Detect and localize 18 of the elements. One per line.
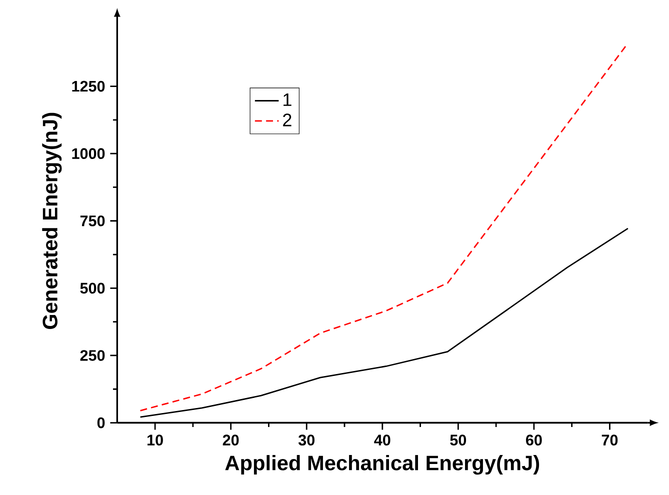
y-tick-label: 0 <box>97 417 105 428</box>
x-tick-label: 70 <box>602 434 618 446</box>
line-series <box>140 228 629 418</box>
legend-label: 1 <box>284 94 292 106</box>
y-tick-label: 1000 <box>72 148 105 160</box>
x-tick-label: 50 <box>450 434 466 446</box>
x-tick-label: 20 <box>222 434 239 446</box>
y-tick-label: 500 <box>80 282 105 294</box>
x-tick-label: 10 <box>148 434 163 446</box>
y-tick-label: 1250 <box>72 80 105 92</box>
legend-label: 2 <box>283 114 292 126</box>
x-tick-label: 60 <box>526 434 542 446</box>
x-tick-label: 30 <box>298 434 314 446</box>
x-tick-label: 40 <box>374 434 390 446</box>
y-tick-label: 250 <box>80 350 105 361</box>
x-axis-title: Applied Mechanical Energy(mJ) <box>225 455 540 475</box>
y-axis-title: Generated Energy(nJ) <box>42 113 62 330</box>
y-tick-label: 750 <box>80 216 105 226</box>
